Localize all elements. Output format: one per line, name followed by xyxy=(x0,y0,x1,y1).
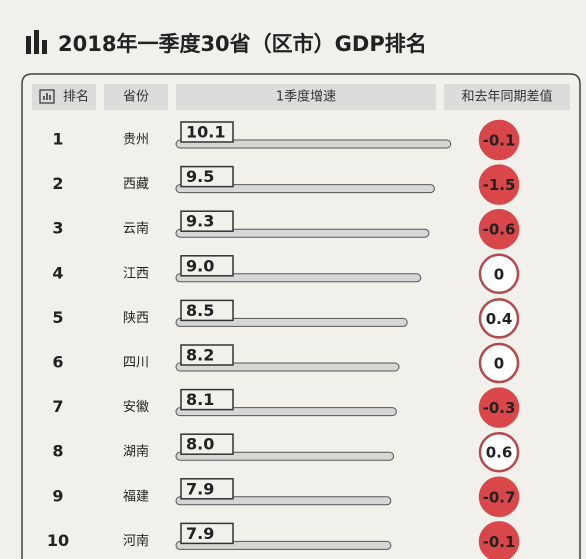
difference-marker xyxy=(478,253,520,295)
rank: 2 xyxy=(52,174,63,193)
difference-marker xyxy=(478,208,520,250)
header-label: 1季度增速 xyxy=(276,89,336,105)
difference-label: 0.4 xyxy=(486,310,513,328)
province: 江西 xyxy=(123,266,149,281)
value-label-box xyxy=(180,299,234,322)
difference-marker xyxy=(478,387,520,428)
difference-marker xyxy=(478,521,520,559)
header-label: 省份 xyxy=(123,90,149,105)
value-label-box xyxy=(180,522,234,545)
difference-label: -0.6 xyxy=(483,221,516,239)
province: 安徽 xyxy=(123,400,149,415)
rank: 6 xyxy=(52,353,63,372)
province: 福建 xyxy=(123,489,149,504)
difference-marker xyxy=(478,298,520,339)
difference-label: -1.5 xyxy=(483,176,516,194)
bar xyxy=(175,139,452,149)
bar xyxy=(175,184,435,194)
bar xyxy=(175,317,408,327)
rank: 5 xyxy=(52,308,63,327)
difference-marker xyxy=(478,342,520,384)
difference-label: -0.7 xyxy=(483,488,516,506)
value-label: 9.5 xyxy=(186,167,214,186)
value-label: 8.2 xyxy=(186,346,214,365)
province: 四川 xyxy=(123,356,149,371)
value-label: 8.0 xyxy=(186,435,214,454)
difference-label: 0.6 xyxy=(486,444,513,462)
rank: 1 xyxy=(52,130,63,149)
value-label: 9.3 xyxy=(186,212,214,231)
province: 河南 xyxy=(123,533,149,549)
value-label: 10.1 xyxy=(186,123,225,142)
header-cell xyxy=(104,84,168,110)
difference-label: 0 xyxy=(494,355,504,373)
value-label-box xyxy=(180,165,234,188)
province: 云南 xyxy=(123,221,149,237)
province: 湖南 xyxy=(123,444,149,460)
header-cell xyxy=(444,84,570,110)
difference-marker xyxy=(478,164,520,205)
rank: 9 xyxy=(52,486,63,505)
value-label-box xyxy=(180,478,234,500)
difference-marker xyxy=(478,119,520,161)
value-label: 8.1 xyxy=(186,390,214,409)
difference-marker xyxy=(478,431,520,473)
province: 西藏 xyxy=(123,177,149,192)
value-label-box xyxy=(180,121,234,143)
value-label-box xyxy=(180,433,234,455)
value-label: 7.9 xyxy=(186,524,214,543)
rank: 3 xyxy=(52,219,63,238)
difference-label: -0.3 xyxy=(483,399,516,417)
difference-label: -0.1 xyxy=(483,533,516,551)
rank: 4 xyxy=(52,263,63,282)
header-label: 排名 xyxy=(63,89,89,105)
difference-label: 0 xyxy=(494,265,504,283)
header-cell xyxy=(32,84,96,110)
chart-title: 2018年一季度30省（区市）GDP排名 xyxy=(58,32,427,56)
rank: 8 xyxy=(52,442,63,461)
province: 陕西 xyxy=(123,311,149,326)
header-label: 和去年同期差值 xyxy=(461,89,552,105)
value-label: 9.0 xyxy=(186,256,214,275)
rank: 10 xyxy=(47,531,69,550)
bar xyxy=(175,273,422,283)
title-icon xyxy=(26,30,47,54)
value-label-box xyxy=(180,255,234,277)
difference-marker xyxy=(478,476,520,518)
value-label-box xyxy=(180,210,234,232)
header-icon xyxy=(39,89,55,104)
frame xyxy=(21,73,581,559)
value-label: 8.5 xyxy=(186,301,214,320)
value-label-box xyxy=(180,344,234,366)
value-label-box xyxy=(180,388,234,411)
header-cell xyxy=(176,84,436,110)
bar xyxy=(175,228,430,238)
difference-label: -0.1 xyxy=(483,132,516,150)
rank: 7 xyxy=(52,397,63,416)
value-label: 7.9 xyxy=(186,479,214,498)
province: 贵州 xyxy=(123,133,149,148)
